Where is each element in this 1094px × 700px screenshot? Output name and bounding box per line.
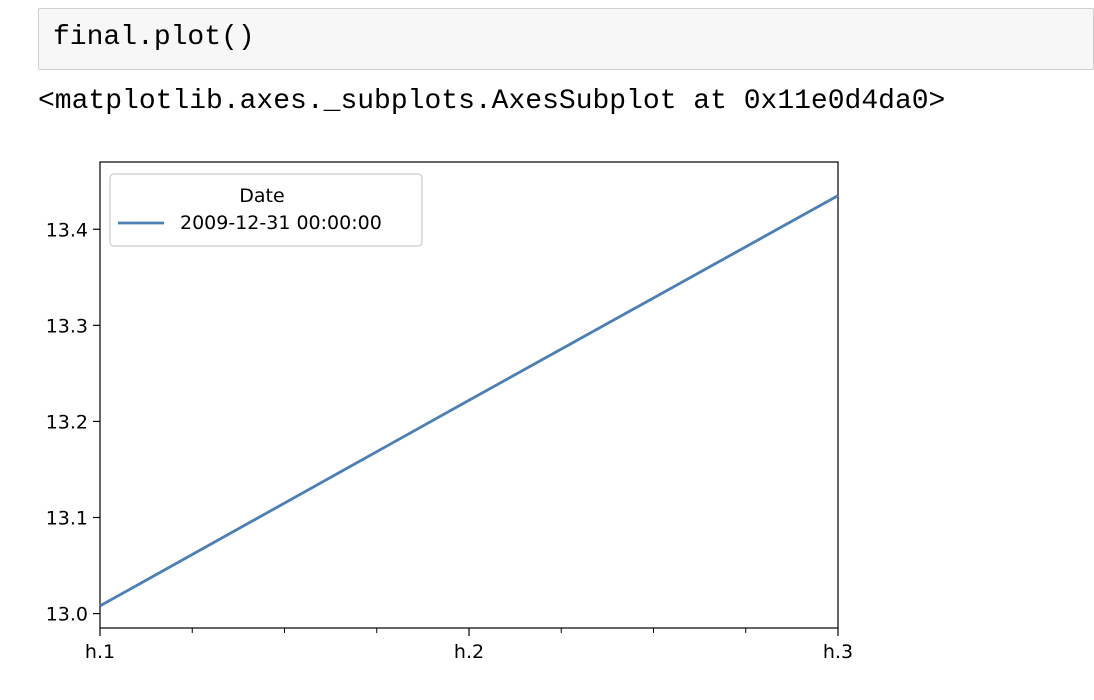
y-tick-label: 13.3 bbox=[46, 315, 88, 337]
legend-box bbox=[109, 173, 423, 247]
x-tick-label: h.3 bbox=[823, 641, 853, 663]
x-tick-label: h.1 bbox=[85, 641, 115, 663]
code-input[interactable]: final.plot() bbox=[53, 22, 255, 53]
legend-title: Date bbox=[239, 185, 284, 207]
line-chart: 13.0 13.1 13.2 13.3 13.4 h.1 h.2 h.3 Date 2009-… bbox=[46, 161, 853, 663]
legend-entry-label: 2009-12-31 00:00:00 bbox=[180, 212, 382, 234]
y-tick-label: 13.4 bbox=[46, 219, 88, 241]
legend: Date 2009-12-31 00:00:00 bbox=[109, 173, 423, 247]
x-tick-label: h.2 bbox=[454, 641, 484, 663]
series-line bbox=[99, 194, 839, 608]
y-tick-label: 13.0 bbox=[46, 604, 88, 626]
code-cell[interactable]: final.plot() bbox=[38, 8, 1094, 70]
y-tick-label: 13.2 bbox=[46, 411, 88, 433]
y-tick-label: 13.1 bbox=[46, 508, 88, 530]
cell-output: <matplotlib.axes._subplots.AxesSubplot a… bbox=[38, 86, 946, 117]
